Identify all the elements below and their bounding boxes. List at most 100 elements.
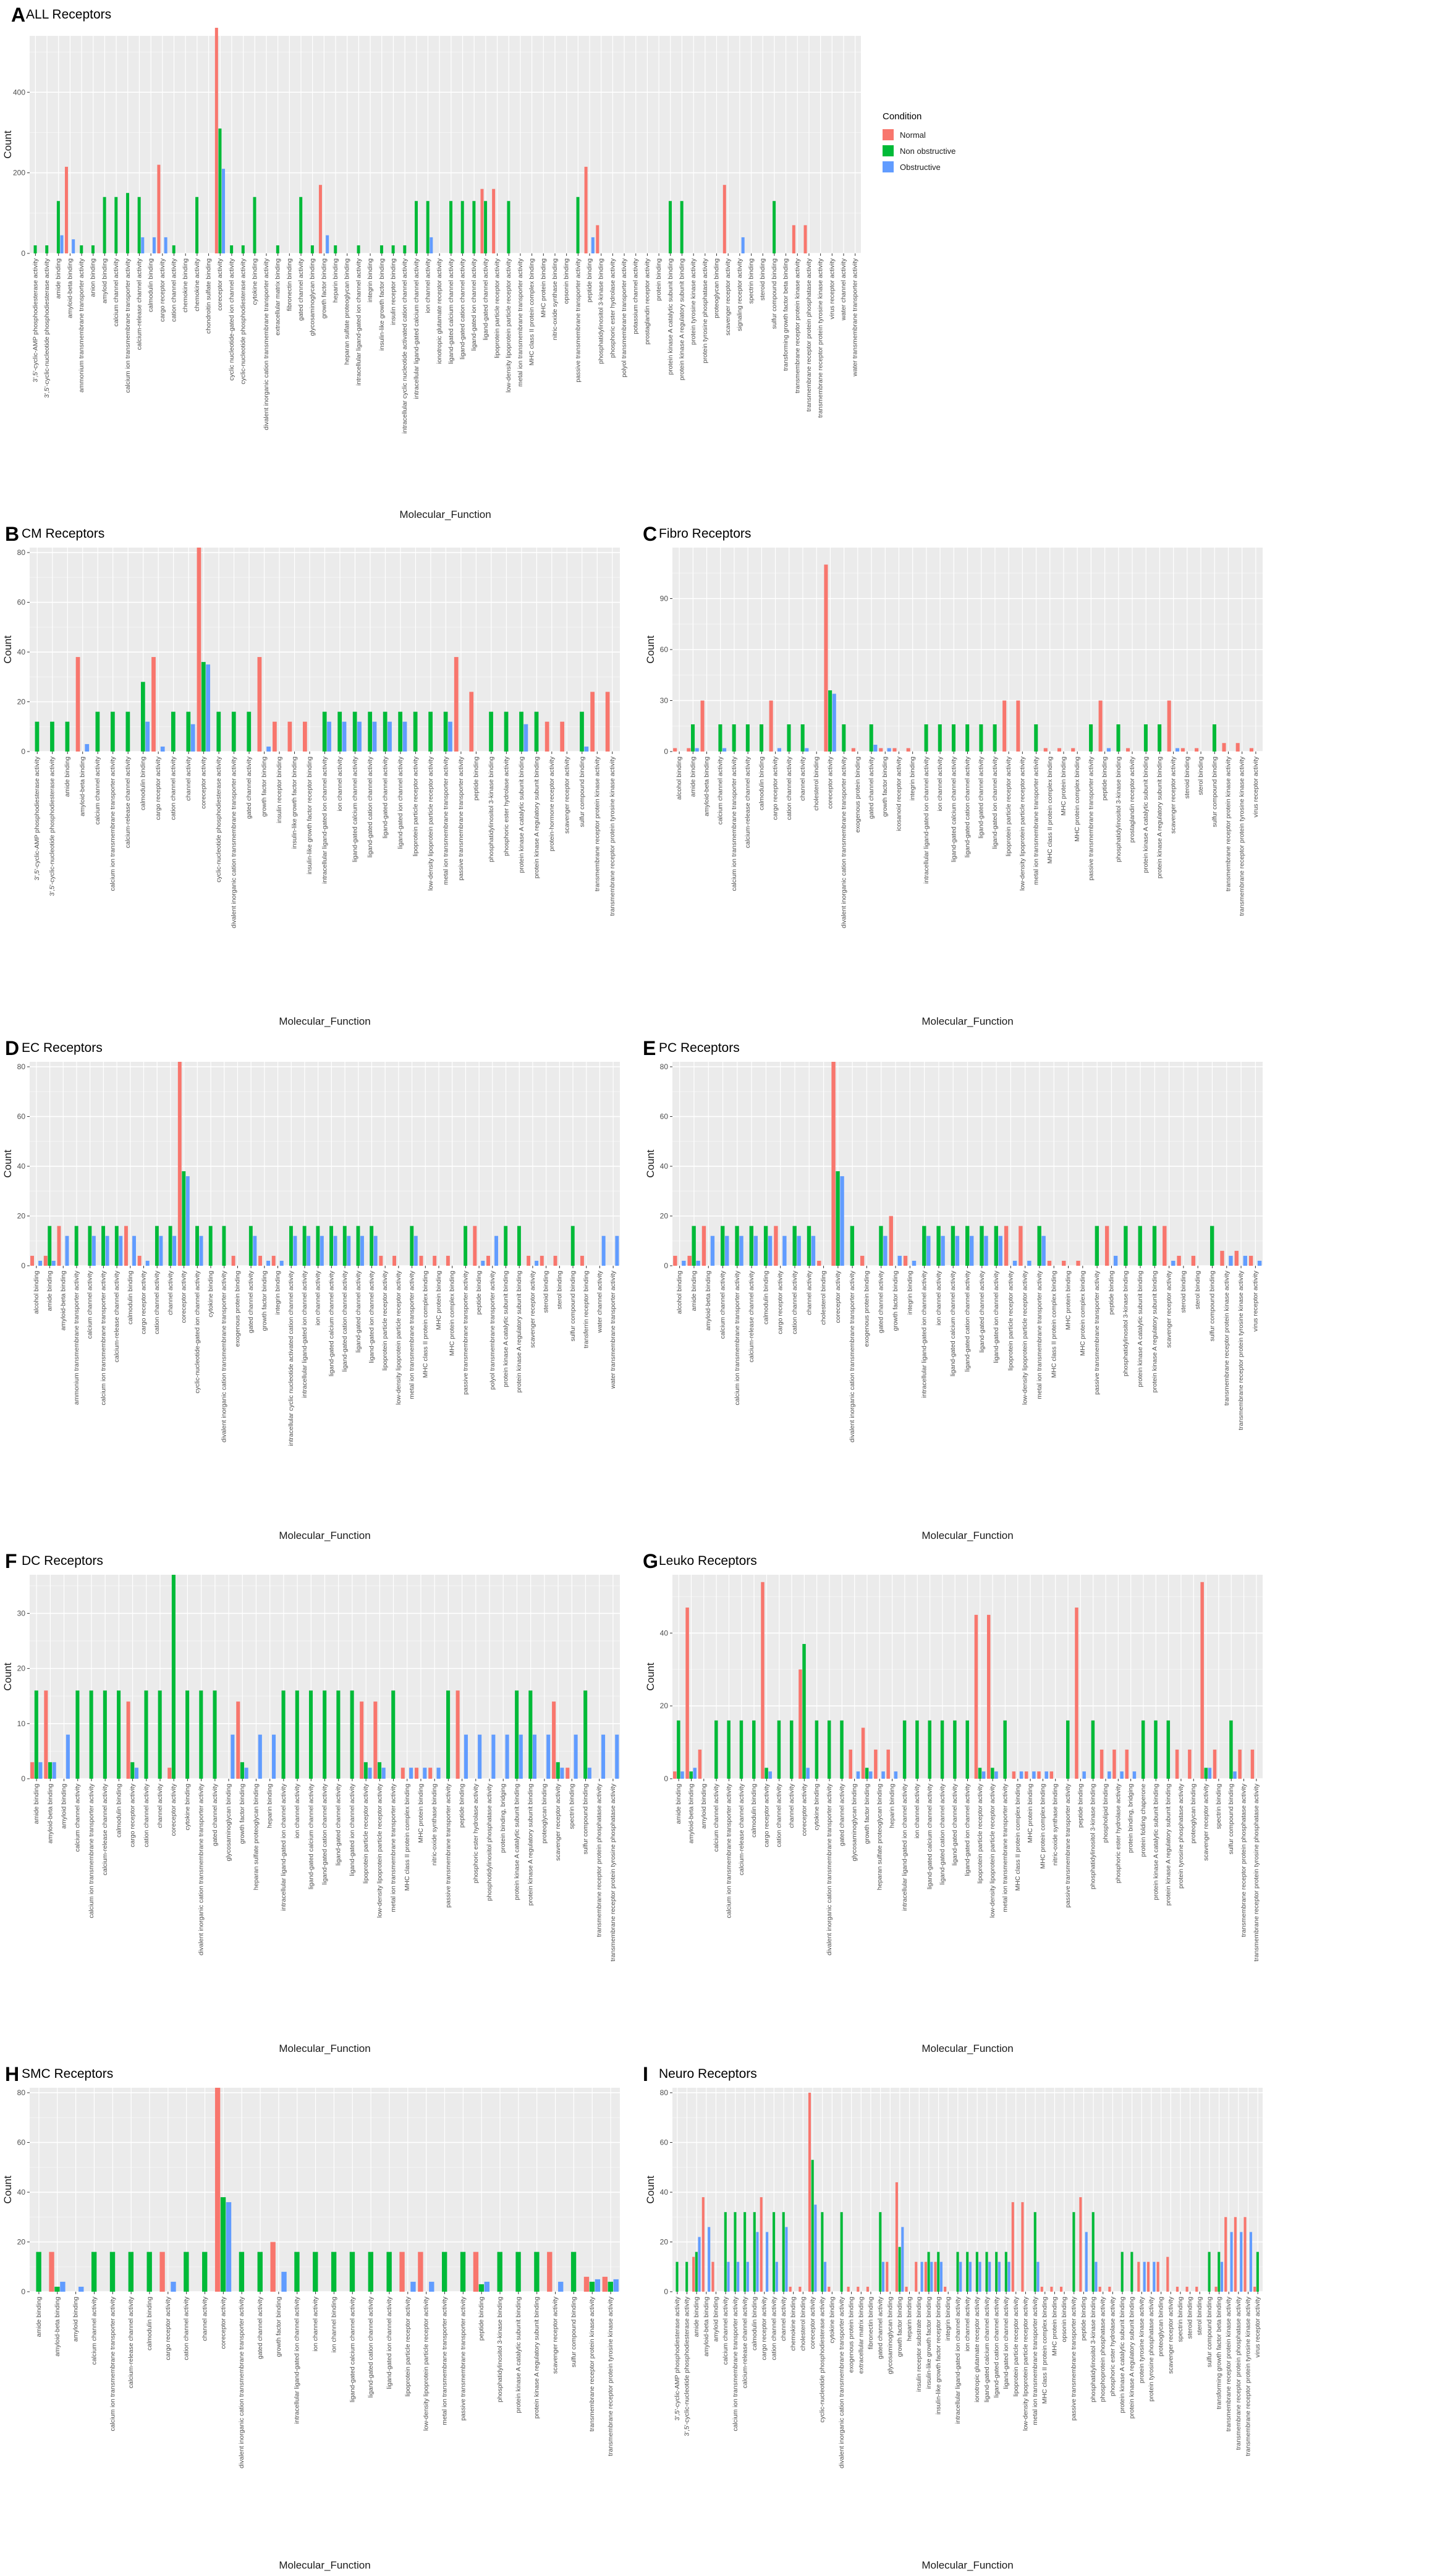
bar — [403, 245, 407, 253]
category-label: protein kinase A regulatory subunit bind… — [1156, 756, 1163, 878]
category-label: coreceptor activity — [834, 1270, 842, 1323]
bar — [777, 748, 781, 752]
bar — [327, 721, 331, 752]
bar — [1016, 700, 1020, 752]
bar — [1040, 2286, 1043, 2292]
bar — [887, 748, 891, 752]
category-label: sulfur compound binding — [1211, 756, 1218, 828]
category-label: cargo receptor activity — [159, 258, 166, 321]
category-label: calcium ion transmembrane transporter ac… — [109, 756, 117, 891]
category-label: MHC protein binding — [435, 1271, 443, 1330]
category-label: lipoprotein particle receptor activity — [1005, 756, 1012, 856]
category-label: intracellular ligand-gated ion channel a… — [294, 2296, 301, 2424]
bar — [886, 1749, 890, 1779]
bar — [1037, 1771, 1041, 1779]
bar — [1057, 748, 1062, 752]
bar — [1044, 1771, 1048, 1779]
bar — [36, 2252, 41, 2292]
bar — [109, 2252, 116, 2292]
category-label: signaling receptor activity — [736, 258, 743, 331]
bar — [190, 724, 195, 752]
y-tick-label: 20 — [17, 698, 26, 706]
bar — [137, 1255, 142, 1266]
bar — [216, 711, 221, 752]
bar — [540, 1255, 544, 1266]
bar — [802, 1643, 806, 1779]
category-label: calcium-release channel activity — [748, 1270, 755, 1362]
bar — [1072, 2212, 1075, 2292]
category-label: spectrin binding — [1177, 2297, 1184, 2342]
panel-letter: B — [5, 523, 20, 545]
bar — [117, 1690, 121, 1779]
category-label: proteoglycan binding — [541, 1784, 548, 1844]
bar — [1099, 1749, 1104, 1779]
category-label: ion channel activity — [315, 1270, 322, 1325]
category-label: heparan sulfate proteoglycan binding — [252, 1784, 260, 1890]
bar — [828, 690, 832, 752]
bar — [331, 2252, 337, 2292]
category-label: low-density lipoprotein particle recepto… — [505, 258, 512, 392]
category-label: MHC protein complex binding — [449, 1271, 456, 1356]
bar — [687, 748, 691, 752]
bar — [576, 197, 580, 253]
category-label: virus receptor activity — [1254, 2296, 1261, 2357]
bar — [1132, 1771, 1137, 1779]
category-label: transforming growth factor beta binding — [1216, 2297, 1223, 2409]
bar — [398, 711, 403, 752]
bar — [721, 1226, 725, 1266]
bar — [874, 1749, 878, 1779]
category-label: phospholipid binding — [1102, 1784, 1109, 1843]
bar — [66, 1734, 70, 1779]
bar — [152, 237, 156, 253]
category-label: transmembrane receptor protein kinase ac… — [1225, 2296, 1232, 2431]
category-label: ligand-gated cation channel activity — [321, 1783, 329, 1884]
bar — [1235, 743, 1240, 752]
bar — [1175, 1749, 1179, 1779]
category-label: ion channel binding — [330, 2297, 337, 2353]
bar — [54, 2286, 60, 2292]
bar — [689, 1771, 693, 1779]
bar — [413, 711, 418, 752]
bar — [310, 245, 314, 253]
category-label: calcium channel activity — [94, 756, 101, 824]
bar — [673, 1255, 677, 1266]
bar — [676, 2261, 679, 2292]
y-tick-label: 10 — [17, 1719, 26, 1728]
category-label: exogenous protein binding — [863, 1271, 870, 1347]
y-tick-label: 20 — [17, 1664, 26, 1673]
category-label: exogenous protein binding — [854, 756, 862, 833]
bar — [436, 1768, 441, 1779]
bar — [889, 1216, 893, 1266]
bar — [831, 1062, 836, 1266]
category-label: growth factor binding — [892, 1271, 899, 1331]
category-label: divalent inorganic cation transmembrane … — [263, 258, 270, 430]
category-label: channel activity — [788, 1783, 795, 1828]
category-label: transmembrane receptor protein phosphata… — [596, 1783, 603, 1937]
bar — [722, 748, 727, 752]
category-label: cargo receptor activity — [129, 1783, 137, 1847]
category-label: cytokine binding — [828, 2297, 836, 2343]
category-label: lipoprotein particle receptor activity — [1012, 2296, 1020, 2396]
bar — [271, 1734, 276, 1779]
category-label: 3',5'-cyclic-AMP phosphodiesterase activ… — [33, 756, 41, 880]
bar — [1034, 724, 1038, 752]
bar — [560, 721, 565, 752]
bar — [386, 2252, 392, 2292]
bar — [111, 711, 115, 752]
category-label: amide binding — [690, 1271, 698, 1311]
bar — [253, 197, 256, 253]
bar — [222, 1226, 226, 1266]
category-label: sulfur compound binding — [1206, 2297, 1213, 2368]
y-tick-label: 0 — [21, 2287, 25, 2296]
bar — [409, 1768, 413, 1779]
bar — [419, 1255, 423, 1266]
legend-label: Non obstructive — [900, 146, 956, 156]
bar — [1033, 2212, 1036, 2292]
category-label: coreceptor activity — [809, 2296, 816, 2349]
category-label: channel activity — [799, 756, 807, 801]
bar — [615, 1235, 619, 1266]
bar — [168, 1226, 172, 1266]
bar — [544, 721, 549, 752]
y-tick-label: 60 — [660, 1112, 669, 1121]
bar — [827, 1720, 831, 1779]
